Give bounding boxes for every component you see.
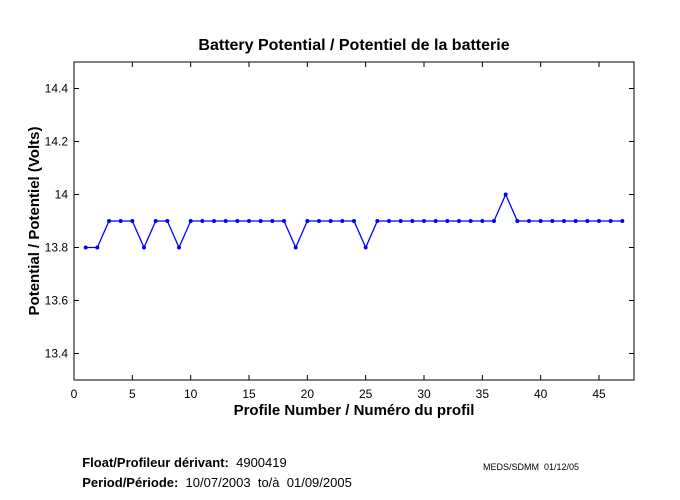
data-point [282, 219, 286, 223]
x-tick-label: 45 [592, 387, 606, 401]
data-point [270, 219, 275, 223]
data-point [597, 219, 601, 223]
data-point [293, 245, 298, 250]
float-value: 4900419 [236, 455, 287, 470]
x-tick-label: 30 [417, 387, 431, 401]
data-point [573, 219, 578, 223]
data-point [188, 219, 193, 223]
period-value: 10/07/2003 to/à 01/09/2005 [185, 475, 352, 490]
data-point [503, 192, 508, 197]
x-tick-label: 35 [476, 387, 490, 401]
battery-series [83, 192, 625, 250]
data-point [457, 219, 461, 223]
source-stamp: MEDS/SDMM 01/12/05 [483, 462, 580, 472]
x-tick-label: 15 [242, 387, 256, 401]
y-tick-label: 14.2 [45, 135, 69, 149]
data-point [538, 219, 543, 223]
data-point [247, 219, 251, 223]
y-tick-label: 14 [55, 188, 69, 202]
chart-title: Battery Potential / Potentiel de la batt… [198, 37, 509, 54]
data-point [107, 219, 111, 223]
data-point [527, 219, 531, 223]
data-point [317, 219, 321, 223]
x-tick-label: 40 [534, 387, 548, 401]
data-point [562, 219, 566, 223]
data-point [550, 219, 555, 223]
data-point [468, 219, 473, 223]
data-point [328, 219, 333, 223]
y-tick-label: 13.8 [45, 241, 69, 255]
data-point [608, 219, 613, 223]
x-tick-label: 0 [71, 387, 78, 401]
data-point [95, 245, 100, 250]
data-point [363, 245, 368, 250]
data-point [130, 219, 135, 223]
data-point [200, 219, 205, 223]
data-point [620, 219, 625, 223]
data-point [585, 219, 590, 223]
data-point [223, 219, 228, 223]
data-point [165, 219, 170, 223]
x-tick-label: 10 [184, 387, 198, 401]
axis-ticks: 0 5 10 15 20 25 30 35 40 45 13.4 13.6 13.8 14 14.2 14.4 [45, 62, 634, 401]
y-tick-label: 13.4 [45, 347, 69, 361]
data-point [142, 245, 146, 250]
data-point [375, 219, 380, 223]
data-point [212, 219, 216, 223]
data-point [235, 219, 240, 223]
data-point [445, 219, 450, 223]
x-tick-label: 20 [301, 387, 315, 401]
data-point [118, 219, 123, 223]
data-point [422, 219, 426, 223]
data-point [480, 219, 485, 223]
period-label: Period/Période: [82, 475, 179, 490]
x-axis-label: Profile Number / Numéro du profil [234, 402, 475, 419]
data-point [387, 219, 391, 223]
data-point [398, 219, 403, 223]
period-info: Period/Période: 10/07/2003 to/à 01/09/20… [75, 460, 352, 490]
float-label: Float/Profileur dérivant: [82, 455, 229, 470]
data-point [258, 219, 263, 223]
y-tick-label: 14.4 [45, 82, 69, 96]
data-point [492, 219, 496, 223]
float-info: Float/Profileur dérivant: 4900419 [75, 440, 287, 470]
data-point [352, 219, 356, 223]
data-point [177, 245, 181, 250]
data-point [410, 219, 415, 223]
data-point [340, 219, 345, 223]
data-point [153, 219, 158, 223]
y-axis-label: Potential / Potentiel (Volts) [26, 127, 43, 316]
y-tick-label: 13.6 [45, 294, 69, 308]
data-point [515, 219, 520, 223]
data-point [305, 219, 310, 223]
data-point [83, 245, 88, 250]
x-tick-label: 25 [359, 387, 373, 401]
data-point [433, 219, 438, 223]
x-tick-label: 5 [129, 387, 136, 401]
